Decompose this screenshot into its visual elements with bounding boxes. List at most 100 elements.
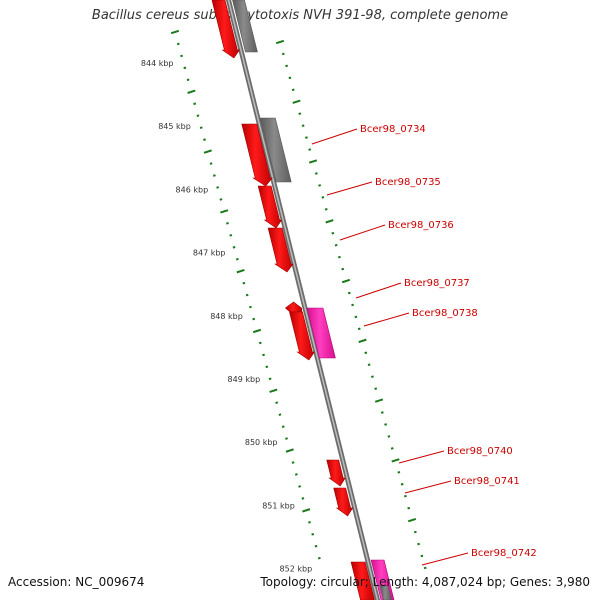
gene-leader-line (311, 128, 358, 145)
minor-tick (314, 172, 318, 175)
gene-arrow[interactable] (257, 185, 283, 229)
minor-tick (180, 54, 184, 58)
gene-arrow[interactable] (259, 117, 292, 183)
minor-tick (351, 303, 355, 307)
gene-leader-line (355, 282, 402, 299)
major-tick (275, 39, 285, 45)
gene-leader-line (398, 450, 445, 464)
minor-tick (380, 411, 384, 414)
minor-tick (281, 52, 285, 56)
minor-tick (219, 198, 223, 201)
minor-tick (387, 435, 391, 438)
minor-tick (275, 401, 279, 405)
minor-tick (357, 327, 361, 331)
major-tick (407, 517, 417, 523)
kbp-label: 848 kbp (210, 312, 243, 321)
minor-tick (278, 413, 282, 416)
minor-tick (318, 184, 322, 187)
major-tick (391, 458, 400, 463)
minor-tick (196, 114, 200, 118)
minor-tick (183, 66, 187, 70)
gene-arrow[interactable] (326, 459, 346, 487)
minor-tick (324, 208, 328, 211)
gene-label[interactable]: Bcer98_0734 (360, 124, 426, 135)
backbone-highlight (227, 0, 379, 600)
topology-text: Topology: circular; Length: 4,087,024 bp… (260, 575, 590, 589)
gene-label[interactable]: Bcer98_0741 (454, 476, 520, 487)
minor-tick (291, 88, 295, 92)
minor-tick (403, 494, 407, 498)
minor-tick (285, 64, 289, 68)
gene-arrow[interactable] (350, 561, 375, 600)
minor-tick (400, 482, 404, 486)
minor-tick (193, 102, 197, 106)
minor-tick (216, 186, 220, 189)
minor-tick (248, 305, 252, 309)
minor-tick (308, 148, 312, 151)
minor-tick (317, 556, 321, 560)
gene-arrow[interactable] (289, 311, 315, 361)
minor-tick (209, 162, 213, 165)
gene-arrow[interactable] (267, 227, 294, 273)
kbp-label: 845 kbp (158, 122, 191, 131)
minor-tick (252, 317, 256, 321)
major-tick (203, 149, 212, 154)
minor-tick (176, 42, 180, 46)
minor-tick (304, 136, 308, 139)
minor-tick (232, 245, 236, 249)
minor-tick (242, 281, 246, 285)
gene-arrow[interactable] (379, 585, 392, 600)
gene-arrow[interactable] (241, 123, 273, 187)
minor-tick (281, 425, 285, 428)
gene-label[interactable]: Bcer98_0736 (388, 220, 454, 231)
gene-arrow[interactable] (211, 0, 240, 59)
minor-tick (301, 124, 305, 127)
major-tick (285, 448, 294, 453)
minor-tick (420, 554, 424, 558)
major-tick (302, 508, 311, 513)
gene-arrow[interactable] (232, 0, 258, 53)
minor-tick (288, 76, 292, 80)
gene-label[interactable]: Bcer98_0738 (412, 308, 478, 319)
backbone-track (225, 0, 381, 600)
gene-arrow[interactable] (306, 307, 336, 359)
minor-tick (265, 365, 269, 369)
minor-tick (212, 174, 216, 177)
major-tick (358, 338, 367, 343)
kbp-label: 851 kbp (262, 501, 295, 510)
minor-tick (308, 520, 311, 524)
minor-tick (331, 231, 335, 235)
minor-tick (203, 138, 206, 141)
minor-tick (298, 112, 302, 116)
gene-leader-line (339, 224, 386, 241)
gene-features (211, 0, 395, 600)
minor-tick (397, 470, 401, 474)
gene-arrow[interactable] (285, 301, 303, 313)
minor-tick (294, 473, 298, 476)
gene-arrow[interactable] (333, 487, 354, 517)
minor-tick (390, 447, 394, 450)
minor-tick (268, 377, 272, 381)
minor-tick (229, 233, 233, 237)
minor-tick (199, 126, 203, 129)
gene-label[interactable]: Bcer98_0742 (471, 548, 537, 559)
minor-tick (291, 461, 295, 464)
minor-tick (334, 243, 338, 247)
genome-title: Bacillus cereus subsp. cytotoxis NVH 391… (91, 8, 509, 23)
minor-tick (314, 544, 318, 548)
kbp-label: 849 kbp (228, 375, 261, 384)
kbp-scale-labels: 844 kbp 845 kbp 846 kbp 847 kbp 848 kbp 849 k… (141, 59, 312, 574)
gene-label[interactable]: Bcer98_0737 (404, 278, 470, 289)
major-tick (187, 89, 196, 94)
minor-tick (301, 497, 305, 500)
minor-tick (347, 291, 351, 295)
gene-label[interactable]: Bcer98_0735 (375, 177, 441, 188)
minor-tick (417, 542, 421, 546)
minor-tick (258, 341, 262, 345)
gene-label[interactable]: Bcer98_0740 (447, 446, 513, 457)
minor-tick (226, 222, 229, 225)
inner-tick-track (170, 29, 321, 560)
major-tick (292, 99, 301, 104)
gene-leader-line (404, 480, 452, 494)
